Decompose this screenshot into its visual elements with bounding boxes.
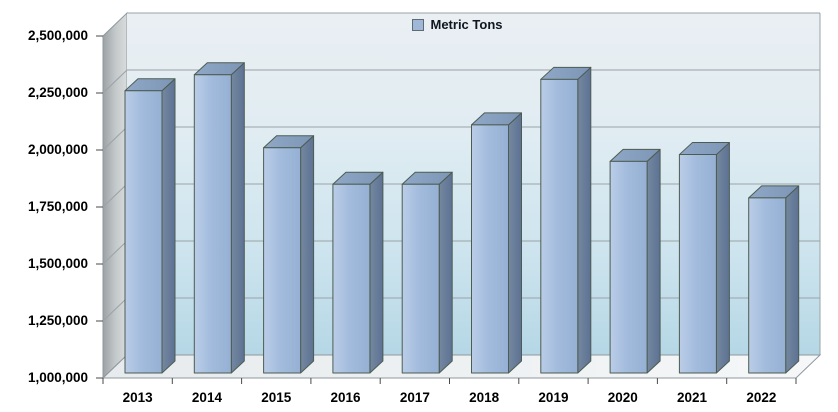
side-wall-gridline — [102, 297, 128, 322]
side-wall-gridline — [102, 126, 128, 151]
bar-2021 — [678, 154, 717, 374]
bar-2022 — [748, 197, 787, 374]
y-tick-label: 1,750,000 — [27, 199, 88, 214]
bar-side-2022 — [785, 185, 800, 374]
bar-2015 — [263, 147, 302, 374]
x-tick-label: 2020 — [607, 390, 638, 405]
bar-2016 — [332, 183, 371, 374]
bar-2013 — [124, 90, 163, 374]
bar-side-2018 — [508, 112, 522, 374]
bar-side-2020 — [646, 148, 661, 374]
x-tick-label: 2017 — [399, 390, 430, 405]
x-tick-label: 2019 — [538, 390, 569, 405]
side-wall-gridline — [102, 240, 128, 265]
y-tick-label: 2,000,000 — [27, 142, 88, 157]
x-tick-label: 2015 — [261, 390, 292, 405]
bar-2017 — [401, 183, 440, 374]
x-tick-label: 2013 — [122, 390, 153, 405]
bar-2014 — [193, 74, 232, 374]
bar-side-2019 — [577, 66, 592, 374]
bar-side-2017 — [438, 171, 453, 374]
y-tick-label: 1,250,000 — [27, 313, 88, 328]
bar-side-2021 — [715, 142, 730, 374]
bar-side-2013 — [161, 78, 176, 374]
side-wall-gridline — [102, 69, 128, 94]
bar-side-2015 — [300, 135, 315, 374]
x-tick-label: 2018 — [469, 390, 500, 405]
x-tick-label: 2014 — [191, 390, 222, 405]
bar-2019 — [540, 78, 579, 374]
bar-side-2014 — [230, 62, 245, 374]
x-tick-label: 2022 — [746, 390, 777, 405]
side-wall-gridline — [102, 183, 128, 208]
bar-2020 — [609, 160, 648, 374]
y-tick-label: 1,000,000 — [27, 370, 88, 385]
y-tick-label: 1,500,000 — [27, 256, 88, 271]
y-tick-label: 2,250,000 — [27, 85, 88, 100]
bar-2018 — [471, 124, 509, 374]
bar-side-2016 — [369, 171, 384, 374]
y-tick-label: 2,500,000 — [27, 28, 88, 43]
x-tick-label: 2021 — [677, 390, 708, 405]
x-tick-label: 2016 — [330, 390, 361, 405]
